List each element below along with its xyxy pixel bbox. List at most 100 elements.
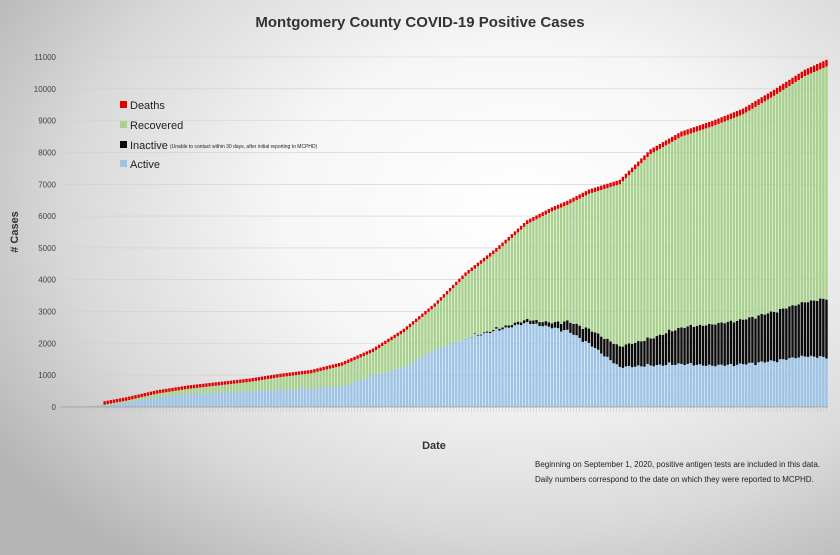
bar-active	[596, 349, 600, 407]
bar-recovered	[205, 386, 208, 394]
bar-deaths	[606, 183, 609, 189]
bar-deaths	[334, 363, 338, 368]
bar-recovered	[569, 203, 572, 323]
bar-active	[612, 363, 615, 407]
bar-deaths	[214, 382, 217, 386]
bar-active	[121, 402, 125, 407]
bar-recovered	[643, 160, 646, 341]
bar-active	[615, 364, 618, 407]
bar-recovered	[806, 74, 810, 303]
bar-deaths	[109, 400, 113, 404]
bar-active	[226, 392, 230, 407]
bar-recovered	[819, 69, 822, 299]
bar-recovered	[640, 163, 643, 342]
bar-recovered	[587, 193, 591, 329]
bar-active	[374, 374, 378, 407]
bar-active	[766, 361, 770, 407]
bar-deaths	[532, 217, 535, 221]
bar-deaths	[118, 398, 122, 402]
bar-active	[180, 394, 183, 407]
bar-recovered	[371, 351, 375, 375]
bar-active	[220, 392, 224, 407]
bar-recovered	[538, 217, 541, 323]
bar-deaths	[288, 372, 291, 376]
bar-active	[313, 388, 316, 407]
bar-inactive	[735, 320, 739, 365]
bar-recovered	[510, 237, 514, 325]
bar-deaths	[115, 398, 119, 403]
bar-active	[365, 379, 369, 407]
bar-deaths	[658, 143, 662, 149]
bar-deaths	[242, 379, 245, 383]
bar-deaths	[143, 393, 146, 397]
bar-deaths	[350, 358, 353, 362]
bar-inactive	[482, 332, 486, 334]
bar-inactive	[547, 322, 551, 327]
bar-recovered	[307, 373, 310, 390]
bar-inactive	[596, 333, 600, 350]
bar-recovered	[448, 291, 452, 345]
bar-recovered	[772, 95, 776, 312]
bar-deaths	[276, 374, 279, 378]
bar-deaths	[526, 220, 529, 225]
bar-active	[535, 323, 538, 407]
bar-active	[279, 387, 282, 407]
bar-active	[300, 386, 304, 407]
bar-inactive	[667, 329, 671, 363]
legend-label-recovered: Recovered	[130, 120, 183, 132]
bar-active	[165, 396, 168, 407]
bar-inactive	[559, 323, 563, 332]
bar-recovered	[405, 329, 409, 366]
bar-deaths	[735, 111, 739, 117]
bar-deaths	[455, 281, 458, 286]
bar-recovered	[344, 364, 347, 386]
bar-recovered	[177, 390, 180, 396]
bar-deaths	[307, 370, 310, 374]
bar-active	[433, 348, 436, 407]
bar-recovered	[550, 211, 554, 324]
bar-active	[812, 356, 816, 407]
bar-active	[137, 400, 140, 407]
bar-deaths	[381, 342, 384, 347]
bar-inactive	[640, 341, 643, 367]
bar-deaths	[640, 158, 643, 164]
bar-active	[775, 362, 779, 407]
bar-active	[778, 359, 782, 407]
bar-deaths	[498, 245, 501, 249]
bar-recovered	[393, 338, 396, 369]
bar-active	[427, 354, 430, 407]
bar-inactive	[671, 331, 674, 365]
bar-deaths	[273, 374, 276, 379]
bar-deaths	[313, 369, 316, 373]
bar-recovered	[257, 380, 261, 390]
bar-active	[334, 387, 338, 407]
bar-deaths	[803, 69, 807, 77]
bar-recovered	[581, 197, 584, 329]
bar-recovered	[735, 116, 739, 321]
bar-active	[803, 356, 807, 407]
bar-recovered	[782, 89, 785, 309]
bar-active	[402, 366, 406, 407]
bar-active	[291, 388, 295, 407]
bar-inactive	[689, 325, 692, 364]
bar-deaths	[424, 311, 427, 315]
bar-recovered	[470, 271, 473, 338]
footnote-antigen: Beginning on September 1, 2020, positive…	[535, 460, 820, 469]
y-tick-label: 8000	[38, 148, 56, 157]
bar-inactive	[498, 328, 501, 331]
bar-active	[310, 388, 313, 407]
bar-active	[411, 361, 415, 407]
bar-recovered	[738, 115, 742, 320]
bar-active	[195, 393, 199, 407]
bar-recovered	[671, 141, 674, 332]
bar-deaths	[544, 210, 547, 215]
bar-recovered	[362, 356, 365, 378]
bar-recovered	[476, 266, 480, 335]
bar-inactive	[825, 299, 828, 359]
bar-recovered	[578, 198, 581, 326]
bar-deaths	[125, 397, 128, 401]
bar-active	[103, 405, 106, 407]
bar-deaths	[165, 388, 168, 393]
bar-deaths	[106, 400, 109, 405]
bar-recovered	[741, 114, 745, 320]
